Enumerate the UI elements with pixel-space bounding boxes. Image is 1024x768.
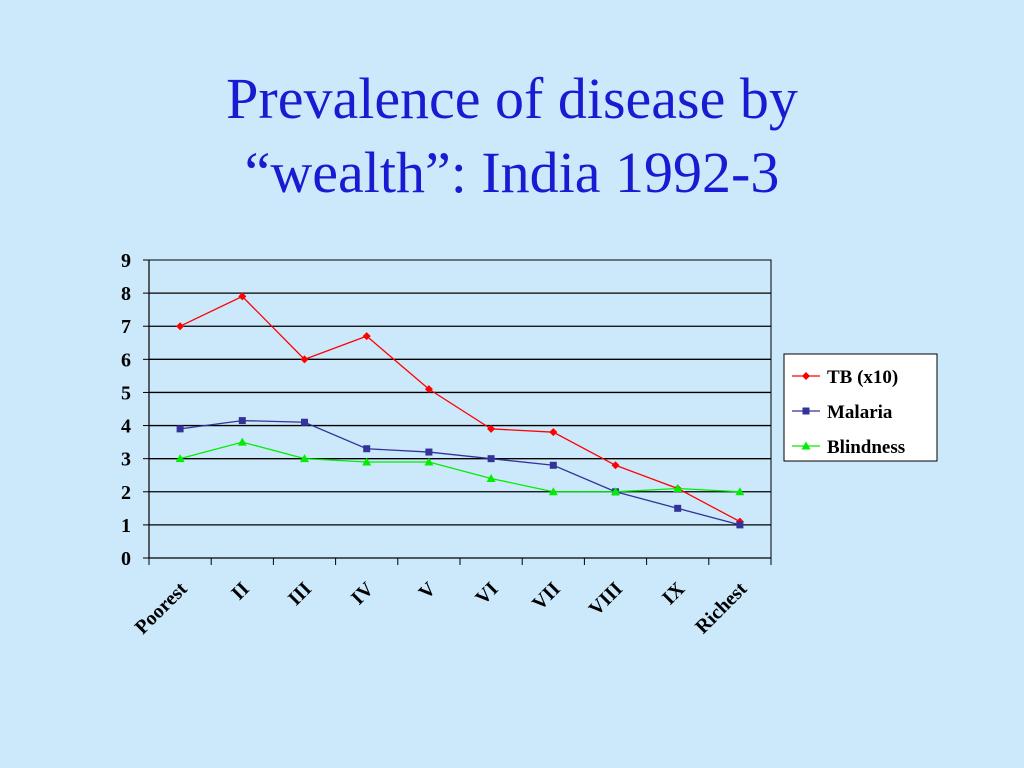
data-point [487, 424, 496, 433]
series-blindness [175, 437, 745, 496]
x-tick-label: IX [658, 578, 690, 610]
y-tick-label: 6 [121, 349, 131, 371]
slide-title-line-1: Prevalence of disease by [226, 66, 798, 131]
series-line [179, 295, 741, 523]
y-tick-label: 0 [121, 548, 131, 570]
y-tick-label: 7 [121, 316, 131, 338]
data-point [611, 487, 620, 496]
data-point [611, 461, 620, 470]
data-point [549, 428, 558, 437]
x-tick-label: VIII [585, 578, 627, 620]
x-tick-label: V [415, 578, 441, 604]
series-line [180, 419, 741, 526]
y-tick-label: 9 [121, 250, 131, 272]
data-point [362, 332, 371, 341]
x-tick-label: IV [347, 578, 379, 610]
data-point [735, 487, 745, 496]
y-tick-label: 3 [121, 449, 131, 471]
y-tick-label: 1 [121, 515, 131, 537]
y-tick-label: 4 [121, 416, 131, 438]
legend-label: Blindness [827, 437, 905, 458]
data-point [176, 322, 185, 331]
data-point [175, 454, 185, 463]
data-point [301, 418, 308, 426]
legend-label: TB (x10) [827, 367, 898, 388]
series-tb-x10 [176, 292, 744, 526]
data-point [300, 355, 309, 364]
slide-title-line-2: “wealth”: India 1992-3 [244, 140, 780, 205]
data-point [238, 292, 247, 301]
slide-title: Prevalence of disease by “wealth”: India… [0, 62, 1024, 210]
data-point [362, 457, 372, 466]
data-point [674, 504, 682, 512]
x-tick-label: Richest [691, 578, 752, 639]
data-point [673, 483, 683, 492]
data-point [424, 385, 433, 394]
data-point [549, 461, 557, 469]
data-point [487, 455, 495, 463]
data-point [363, 445, 371, 453]
data-point [736, 521, 744, 529]
data-point [486, 474, 496, 483]
legend-marker [802, 372, 810, 380]
data-point [425, 448, 433, 456]
series-malaria [176, 417, 744, 529]
y-tick-label: 5 [121, 382, 131, 404]
data-point [238, 417, 246, 425]
legend-item: TB (x10) [792, 367, 898, 388]
x-tick-label: II [227, 578, 254, 605]
legend-label: Malaria [827, 402, 893, 423]
legend-marker [801, 441, 811, 450]
x-tick-label: VI [471, 578, 502, 609]
legend-marker [802, 407, 810, 415]
data-point [548, 487, 558, 496]
data-point [176, 425, 184, 433]
data-point [237, 437, 247, 446]
legend-item: Malaria [792, 402, 893, 423]
y-tick-label: 2 [121, 482, 131, 504]
x-tick-label: VII [528, 578, 565, 615]
data-point [300, 454, 309, 463]
y-tick-label: 8 [121, 283, 131, 305]
data-point [424, 457, 434, 466]
x-tick-label: Poorest [131, 578, 192, 639]
series-line [179, 441, 740, 493]
x-tick-label: III [284, 578, 316, 610]
legend-item: Blindness [792, 437, 905, 458]
